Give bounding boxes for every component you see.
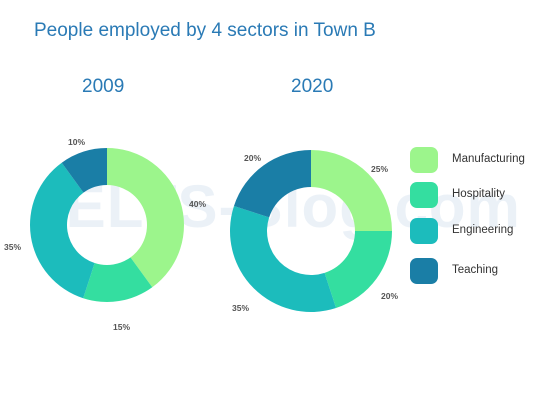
label-2020-teaching: 20% (244, 153, 262, 163)
label-2009-teaching: 10% (68, 137, 86, 147)
legend-swatch-teaching (410, 258, 438, 284)
chart-title: People employed by 4 sectors in Town B (34, 20, 376, 41)
label-2020-manufacturing: 25% (371, 164, 389, 174)
label-2020-engineering: 35% (232, 303, 250, 313)
label-2009-engineering: 35% (4, 242, 22, 252)
legend-label-engineering: Engineering (452, 224, 514, 236)
donut-2020 (230, 150, 392, 312)
label-2009-manufacturing: 40% (189, 199, 207, 209)
legend-swatch-engineering (410, 218, 438, 244)
legend-swatch-hospitality (410, 182, 438, 208)
donut-2009-title: 2009 (82, 76, 125, 97)
legend-label-teaching: Teaching (452, 264, 499, 276)
slice-2020-engineering (230, 205, 337, 312)
slice-2009-engineering (30, 162, 95, 299)
label-2020-hospitality: 20% (381, 291, 399, 301)
legend-label-manufacturing: Manufacturing (452, 153, 525, 165)
legend-label-hospitality: Hospitality (452, 188, 506, 200)
donut-2009 (30, 148, 184, 302)
slice-2009-manufacturing (107, 148, 184, 288)
donut-2020-title: 2020 (291, 76, 334, 97)
legend-swatch-manufacturing (410, 147, 438, 173)
slice-2020-hospitality (324, 231, 392, 309)
slice-2009-teaching (61, 148, 107, 193)
slice-2020-manufacturing (311, 150, 392, 231)
label-2009-hospitality: 15% (113, 322, 131, 332)
slice-2009-hospitality (83, 257, 153, 302)
slice-2020-teaching (233, 150, 311, 218)
